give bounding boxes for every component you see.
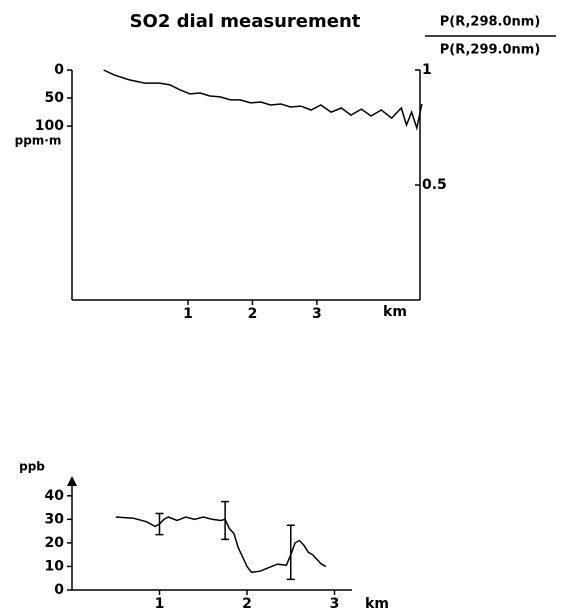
- error-bar: [155, 512, 164, 536]
- y-tick-label: 100: [35, 118, 64, 134]
- x-tick-label: 2: [242, 596, 252, 612]
- error-bar: [221, 500, 230, 541]
- chart-title: SO2 dial measurement: [130, 11, 361, 32]
- x-label: km: [383, 304, 407, 320]
- x-label: km: [365, 596, 389, 612]
- y2-label-bottom: P(R,299.0nm): [440, 43, 541, 58]
- x-tick-label: 1: [183, 306, 193, 322]
- x-tick-label: 2: [248, 306, 258, 322]
- y-tick-label: 0: [54, 62, 64, 78]
- data-line: [115, 516, 327, 574]
- y2-label-top: P(R,298.0nm): [440, 15, 541, 30]
- y-tick-label: 10: [45, 558, 65, 574]
- y-tick-label: 40: [45, 488, 65, 504]
- y-label: ppm·m: [15, 134, 62, 148]
- y-tick-label: 0: [54, 582, 64, 598]
- y-tick-label: 50: [45, 90, 65, 106]
- axis-arrow: [67, 476, 77, 486]
- x-tick-label: 1: [155, 596, 165, 612]
- y-tick-label: 30: [45, 511, 65, 527]
- y-tick-label: 20: [45, 535, 65, 551]
- data-line: [103, 69, 423, 131]
- error-bar: [286, 524, 295, 581]
- x-tick-label: 3: [312, 306, 322, 322]
- y-label: ppb: [19, 460, 45, 474]
- y2-tick-label: 1: [422, 62, 432, 78]
- y2-tick-label: 0.5: [422, 177, 447, 193]
- x-tick-label: 3: [330, 596, 340, 612]
